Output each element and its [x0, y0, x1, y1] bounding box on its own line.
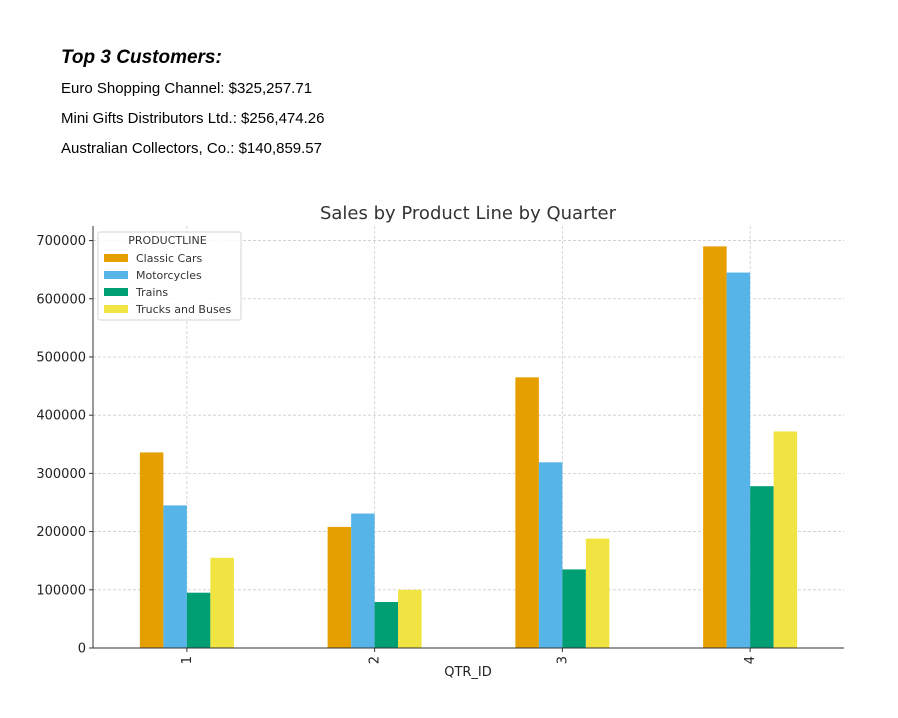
y-tick-label-5: 500000 — [36, 350, 86, 365]
bar-motorcycles-q3 — [538, 462, 563, 648]
x-tick-labels: 1 2 3 4 — [180, 656, 758, 664]
y-tick-label-0: 0 — [78, 642, 86, 657]
y-tick-label-2: 200000 — [36, 525, 86, 540]
legend-label-2: Trains — [135, 286, 168, 299]
legend: PRODUCTLINE Classic Cars Motorcycles Trains… — [97, 231, 242, 321]
top-customers-panel: Top 3 Customers: Euro Shopping Channel: … — [61, 46, 561, 170]
bar-trucks-and-buses-q1 — [210, 557, 234, 648]
bar-motorcycles-q2 — [351, 513, 375, 648]
axes — [89, 226, 844, 652]
bar-trains-q2 — [374, 602, 399, 648]
bar-trains-q4 — [750, 486, 774, 648]
customer-line-3: Australian Collectors, Co.: $140,859.57 — [61, 140, 322, 157]
y-tick-labels: 0 100000 200000 300000 400000 500000 600000 700… — [36, 234, 86, 656]
x-tick-label-1: 2 — [368, 656, 383, 664]
bar-trains-q3 — [562, 569, 586, 648]
bar-classic-cars-q1 — [139, 452, 164, 648]
x-tick-label-3: 4 — [743, 656, 758, 664]
legend-title: PRODUCTLINE — [128, 234, 206, 247]
legend-label-1: Motorcycles — [136, 269, 202, 282]
legend-box — [97, 231, 242, 321]
bar-trucks-and-buses-q2 — [398, 589, 422, 648]
legend-swatch-1 — [104, 271, 128, 279]
legend-label-0: Classic Cars — [136, 252, 202, 265]
legend-swatch-2 — [104, 288, 128, 296]
bar-classic-cars-q4 — [703, 246, 727, 648]
legend-swatch-3 — [104, 305, 128, 313]
x-tick-label-0: 1 — [180, 656, 195, 664]
y-tick-label-6: 600000 — [36, 292, 86, 307]
y-tick-label-3: 300000 — [36, 467, 86, 482]
y-tick-label-4: 400000 — [36, 409, 86, 424]
x-axis-label: QTR_ID — [444, 665, 492, 680]
bar-classic-cars-q2 — [327, 526, 352, 648]
bar-trucks-and-buses-q3 — [585, 538, 610, 648]
legend-swatch-0 — [104, 254, 128, 262]
bar-motorcycles-q1 — [163, 505, 187, 648]
customer-line-1: Euro Shopping Channel: $325,257.71 — [61, 80, 313, 97]
y-tick-label-1: 100000 — [36, 583, 86, 598]
customer-line-2: Mini Gifts Distributors Ltd.: $256,474.2… — [61, 110, 325, 127]
x-tick-label-2: 3 — [555, 656, 570, 664]
bar-motorcycles-q4 — [726, 272, 751, 648]
y-tick-label-7: 700000 — [36, 234, 86, 249]
bar-trains-q1 — [186, 592, 211, 648]
top-customers-heading: Top 3 Customers: — [61, 47, 222, 68]
legend-label-3: Trucks and Buses — [135, 303, 231, 316]
bar-trucks-and-buses-q4 — [773, 431, 798, 648]
bars — [139, 246, 798, 648]
chart-title: Sales by Product Line by Quarter — [320, 203, 617, 224]
bar-classic-cars-q3 — [515, 377, 539, 648]
